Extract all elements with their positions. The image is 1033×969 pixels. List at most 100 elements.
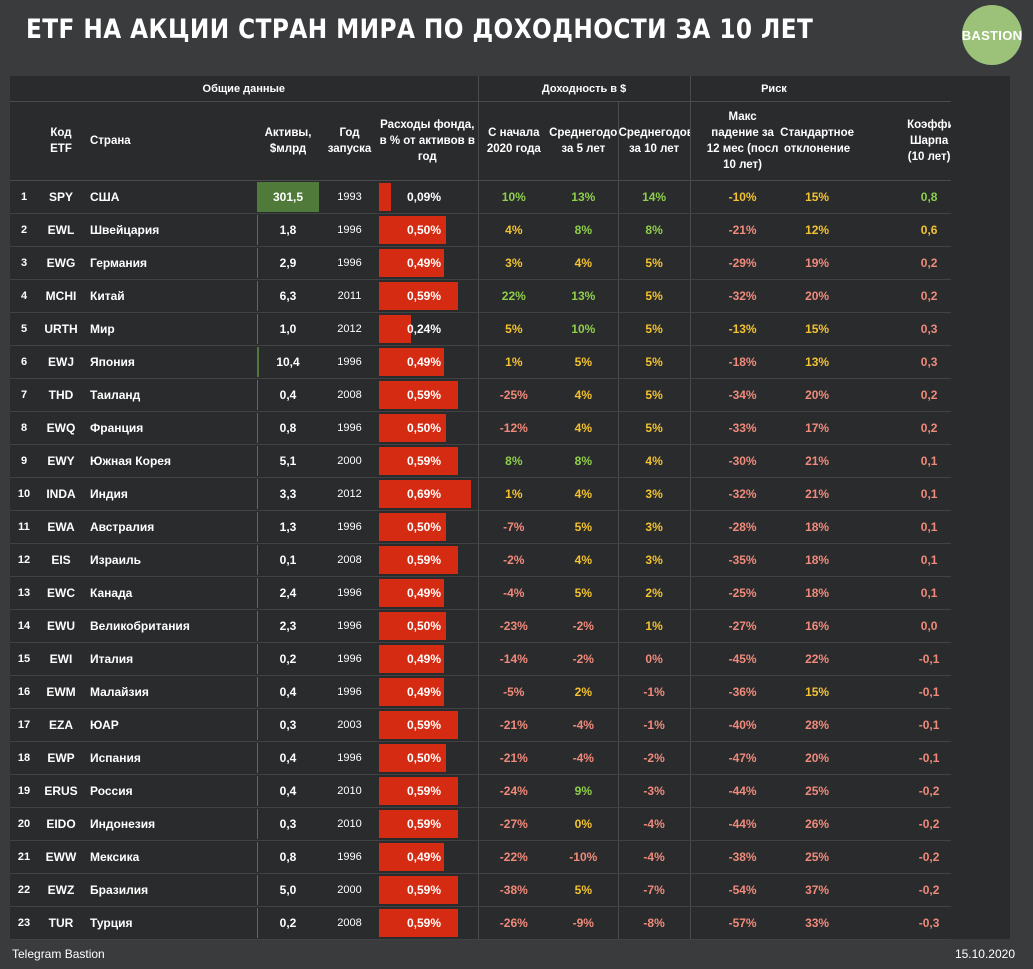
sharpe-ratio: -0,1 — [907, 741, 952, 775]
expenses-bar — [379, 612, 446, 640]
table-row: 19 ERUS Россия 0,4 2010 0,59% -24% 9% -3% -44% 25%… — [10, 774, 1010, 808]
assets-value: 0,3 — [279, 817, 297, 831]
assets-value: 2,4 — [279, 586, 297, 600]
max-drawdown: -38% — [706, 840, 780, 874]
expenses-bar — [379, 744, 446, 772]
etf-table: Общие данные Доходность в $ Риск Код ETF Ст… — [10, 76, 1010, 940]
return-avg-10y: 3% — [617, 543, 691, 577]
header-ytd: С начала 2020 года — [477, 101, 550, 181]
country-name: Бразилия — [84, 873, 254, 907]
expenses-value: 0,49% — [407, 685, 442, 699]
expenses-value: 0,09% — [407, 190, 442, 204]
return-ytd: -26% — [477, 906, 550, 940]
expenses-bar — [379, 711, 458, 739]
etf-code: EWJ — [38, 345, 84, 379]
launch-year: 1996 — [322, 642, 377, 676]
etf-code: EWY — [38, 444, 84, 478]
launch-year: 1996 — [322, 411, 377, 445]
assets-cell: 0,3 — [254, 807, 322, 841]
return-avg-10y: 5% — [617, 411, 691, 445]
assets-cell: 0,4 — [254, 378, 322, 412]
row-number: 22 — [10, 873, 38, 907]
std-deviation: 15% — [779, 180, 856, 214]
sharpe-ratio: 0,1 — [907, 444, 952, 478]
return-avg-10y: -4% — [617, 840, 691, 874]
assets-value: 0,8 — [279, 850, 297, 864]
expenses-cell: 0,24% — [377, 312, 479, 346]
return-ytd: -12% — [477, 411, 550, 445]
assets-cell: 1,0 — [254, 312, 322, 346]
sharpe-ratio: 0,3 — [907, 312, 952, 346]
return-avg-5y: 4% — [549, 477, 619, 511]
return-ytd: 3% — [477, 246, 550, 280]
row-number: 13 — [10, 576, 38, 610]
std-deviation: 20% — [779, 279, 856, 313]
return-ytd: 5% — [477, 312, 550, 346]
return-avg-5y: 8% — [549, 213, 619, 247]
country-name: Германия — [84, 246, 254, 280]
expenses-bar — [379, 480, 471, 508]
return-avg-10y: 5% — [617, 345, 691, 379]
assets-value: 5,1 — [279, 454, 297, 468]
etf-code: EWW — [38, 840, 84, 874]
std-deviation: 13% — [779, 345, 856, 379]
std-deviation: 20% — [779, 378, 856, 412]
etf-code: EWL — [38, 213, 84, 247]
std-deviation: 28% — [779, 708, 856, 742]
launch-year: 2010 — [322, 774, 377, 808]
expenses-value: 0,50% — [407, 520, 442, 534]
std-deviation: 26% — [779, 807, 856, 841]
assets-value: 1,0 — [279, 322, 297, 336]
table-row: 4 MCHI Китай 6,3 2011 0,59% 22% 13% 5% -32% 20% 0,2 — [10, 279, 1010, 313]
expenses-value: 0,50% — [407, 223, 442, 237]
return-ytd: -27% — [477, 807, 550, 841]
expenses-value: 0,49% — [407, 850, 442, 864]
return-avg-10y: 0% — [617, 642, 691, 676]
assets-value: 0,2 — [279, 652, 297, 666]
table-row: 5 URTH Мир 1,0 2012 0,24% 5% 10% 5% -13% 15% 0,3 — [10, 312, 1010, 346]
expenses-value: 0,59% — [407, 454, 442, 468]
max-drawdown: -18% — [706, 345, 780, 379]
expenses-bar — [379, 348, 444, 376]
etf-code: URTH — [38, 312, 84, 346]
footer-source: Telegram Bastion — [12, 947, 105, 961]
return-ytd: 10% — [477, 180, 550, 214]
header-year: Год запуска — [322, 101, 377, 181]
std-deviation: 21% — [779, 444, 856, 478]
etf-code: EWP — [38, 741, 84, 775]
std-deviation: 19% — [779, 246, 856, 280]
expenses-cell: 0,59% — [377, 708, 479, 742]
row-number: 5 — [10, 312, 38, 346]
assets-cell: 0,8 — [254, 840, 322, 874]
table-row: 13 EWC Канада 2,4 1996 0,49% -4% 5% 2% -25% 18% 0,1 — [10, 576, 1010, 610]
sharpe-ratio: -0,2 — [907, 873, 952, 907]
table-row: 8 EWQ Франция 0,8 1996 0,50% -12% 4% 5% -33% 17% 0,… — [10, 411, 1010, 445]
table-row: 11 EWA Австралия 1,3 1996 0,50% -7% 5% 3% -28% 18%… — [10, 510, 1010, 544]
std-deviation: 22% — [779, 642, 856, 676]
sharpe-ratio: 0,8 — [907, 180, 952, 214]
assets-value: 0,4 — [279, 388, 297, 402]
expenses-bar — [379, 546, 458, 574]
country-name: Франция — [84, 411, 254, 445]
return-ytd: -21% — [477, 741, 550, 775]
table-row: 3 EWG Германия 2,9 1996 0,49% 3% 4% 5% -29% 19% 0,2 — [10, 246, 1010, 280]
country-name: Швейцария — [84, 213, 254, 247]
assets-value: 0,2 — [279, 916, 297, 930]
country-name: Индия — [84, 477, 254, 511]
expenses-value: 0,49% — [407, 586, 442, 600]
return-avg-10y: -1% — [617, 675, 691, 709]
return-ytd: -14% — [477, 642, 550, 676]
expenses-value: 0,50% — [407, 619, 442, 633]
country-name: Малайзия — [84, 675, 254, 709]
etf-code: EWM — [38, 675, 84, 709]
sharpe-ratio: 0,1 — [907, 543, 952, 577]
assets-value: 0,1 — [279, 553, 297, 567]
max-drawdown: -25% — [706, 576, 780, 610]
return-avg-10y: 14% — [617, 180, 691, 214]
row-number: 11 — [10, 510, 38, 544]
etf-code: EWU — [38, 609, 84, 643]
expenses-value: 0,59% — [407, 718, 442, 732]
return-avg-5y: 0% — [549, 807, 619, 841]
expenses-cell: 0,59% — [377, 444, 479, 478]
return-avg-5y: 9% — [549, 774, 619, 808]
